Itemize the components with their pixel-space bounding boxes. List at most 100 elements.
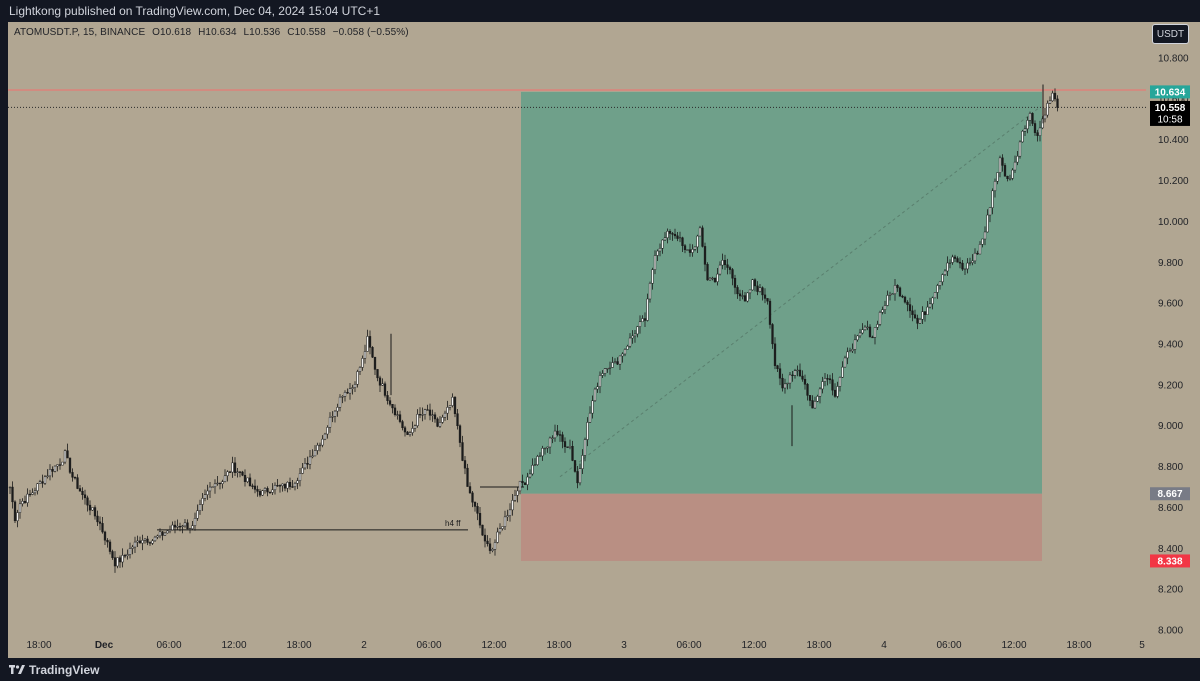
currency-button[interactable]: USDT: [1152, 24, 1189, 44]
candle-up: [1051, 92, 1054, 102]
candle-up: [133, 541, 137, 548]
candle: [286, 481, 289, 493]
candle: [821, 376, 824, 394]
candle-down: [906, 301, 909, 305]
candle: [183, 519, 187, 528]
candle-up: [638, 321, 642, 327]
candle: [326, 425, 329, 439]
candle: [921, 306, 924, 325]
candle-up: [656, 250, 659, 256]
candle-up: [886, 295, 889, 306]
price-label-text: 8.667: [1157, 489, 1182, 500]
candle: [751, 278, 754, 291]
candle-up: [358, 367, 362, 372]
candle-up: [631, 335, 634, 339]
candle: [48, 464, 52, 481]
candle-down: [676, 235, 679, 239]
candle: [533, 458, 537, 466]
candle-up: [46, 475, 49, 478]
candle-down: [428, 409, 432, 416]
y-tick-label: 8.600: [1158, 503, 1183, 514]
candle: [13, 500, 17, 523]
candle: [1031, 112, 1034, 126]
candle: [986, 209, 989, 233]
candle: [273, 482, 277, 495]
candle-up: [298, 473, 302, 481]
candle: [633, 329, 637, 343]
tradingview-logo[interactable]: TradingView: [9, 662, 99, 677]
candle-up: [841, 366, 844, 378]
candle-up: [16, 512, 19, 522]
price-label-entry: 8.667: [1150, 487, 1190, 501]
candle-down: [791, 374, 794, 376]
candle-up: [793, 370, 797, 376]
candle-up: [1008, 178, 1012, 180]
candle-up: [951, 256, 954, 263]
candle: [411, 421, 414, 436]
candle-up: [586, 422, 589, 440]
candle-up: [498, 528, 502, 533]
candle: [773, 337, 777, 370]
candle-up: [1021, 131, 1024, 143]
candle: [1026, 116, 1029, 134]
candle: [108, 539, 112, 555]
candle: [618, 355, 622, 371]
candle: [1018, 140, 1022, 159]
candle: [738, 289, 742, 301]
candle-up: [838, 376, 842, 387]
candle-up: [33, 490, 37, 494]
candle-up: [411, 428, 414, 433]
candle-down: [66, 450, 69, 459]
candle: [646, 293, 649, 322]
candle: [916, 314, 919, 330]
candle-down: [93, 507, 97, 517]
candle: [31, 488, 34, 496]
candle: [748, 289, 752, 300]
candle-down: [563, 441, 567, 448]
candle-up: [91, 507, 94, 511]
candle-up: [836, 386, 839, 397]
candle-up: [933, 292, 937, 299]
y-tick-label: 9.400: [1158, 340, 1183, 351]
candle: [881, 306, 884, 315]
candle-down: [478, 513, 482, 526]
candle: [366, 329, 369, 352]
candle-up: [221, 481, 224, 484]
candle: [501, 526, 504, 531]
candle: [23, 495, 27, 504]
candle-down: [673, 233, 677, 237]
candle-down: [471, 492, 474, 503]
candle-down: [898, 287, 902, 297]
candle-up: [121, 555, 124, 563]
candle: [361, 355, 364, 371]
candle-up: [203, 494, 207, 499]
time-axis-background[interactable]: [8, 634, 1200, 658]
candle: [378, 375, 382, 393]
candle: [771, 323, 774, 349]
candle: [901, 294, 904, 299]
candle-up: [316, 444, 319, 451]
candle-up: [666, 231, 669, 238]
candle: [353, 381, 357, 393]
candle: [253, 479, 257, 494]
candle-down: [386, 395, 389, 401]
candle-down: [976, 252, 979, 255]
candle-up: [443, 412, 447, 418]
candle: [503, 510, 507, 531]
candle: [181, 524, 184, 534]
candle: [438, 416, 442, 428]
candle-down: [773, 343, 777, 366]
candle-up: [888, 293, 892, 296]
candle-down: [733, 277, 737, 288]
candle: [611, 356, 614, 368]
candle: [653, 250, 657, 275]
candle: [1023, 125, 1027, 137]
candle-up: [293, 483, 297, 487]
candle: [601, 370, 604, 379]
candle-down: [916, 317, 919, 324]
candle-up: [31, 492, 34, 495]
candle: [78, 484, 82, 492]
candle: [423, 408, 427, 420]
candle-down: [403, 427, 407, 433]
